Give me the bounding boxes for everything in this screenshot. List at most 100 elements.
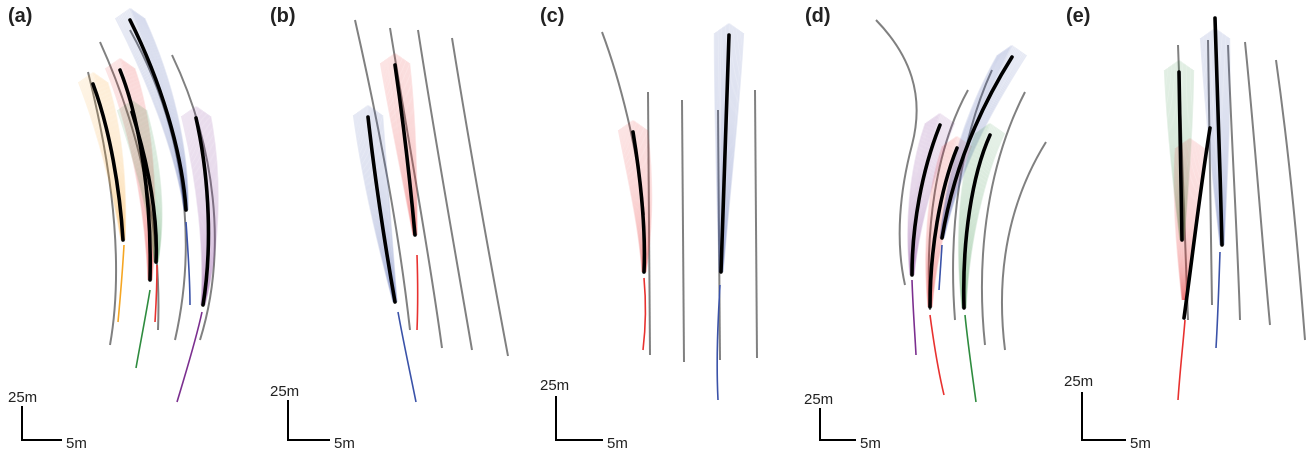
purple-future: [911, 279, 917, 356]
blue-sample-trajectory: [143, 17, 189, 211]
lane-line: [87, 71, 118, 346]
blue-sample-trajectory: [721, 28, 738, 273]
red-sample-trajectory: [382, 60, 415, 236]
blue-sample-trajectory: [942, 49, 1021, 239]
blue-sample-trajectory: [1202, 36, 1222, 246]
red-sample-trajectory: [1184, 142, 1197, 301]
green-sample-trajectory: [1166, 68, 1182, 241]
sample-trajectories: [907, 45, 1028, 309]
red-gt: [1182, 126, 1212, 320]
panel-b: (b): [270, 5, 509, 403]
red-gt: [928, 146, 959, 309]
orange-sample-trajectory: [77, 81, 122, 241]
red-sample-trajectory: [925, 145, 944, 308]
green-sample-trajectory: [964, 127, 999, 309]
green-sample-trajectory: [141, 106, 161, 263]
orange-sample-trajectory: [83, 77, 123, 241]
orange-sample-trajectory: [84, 76, 123, 241]
blue-sample-trajectory: [940, 50, 1004, 239]
future-trajectories: [911, 244, 977, 403]
orange-sample-trajectory: [79, 80, 123, 241]
green-sample-trajectory: [1167, 67, 1182, 241]
blue-sample-trajectory: [140, 15, 189, 211]
green-sample-trajectory: [118, 108, 156, 263]
ground-truth: [91, 18, 211, 307]
red-sample-trajectory: [129, 64, 154, 281]
purple-sample-trajectory: [203, 112, 215, 306]
lane-line: [1227, 44, 1241, 321]
red-sample-trajectory: [110, 63, 150, 281]
green-sample-trajectory: [957, 132, 977, 309]
sample-trajectories: [352, 53, 418, 303]
red-sample-trajectory: [386, 58, 415, 236]
lane-line: [1207, 39, 1213, 306]
purple-sample-trajectory: [204, 115, 219, 306]
green-sample-trajectory: [1182, 66, 1189, 241]
red-sample-trajectory: [132, 66, 156, 281]
green-sample-trajectory: [959, 129, 981, 309]
red-future: [929, 314, 945, 396]
red-sample-trajectory: [1184, 145, 1202, 301]
purple-sample-trajectory: [186, 112, 205, 306]
green-sample-trajectory: [1165, 69, 1182, 241]
scale-label-horizontal: 5m: [66, 435, 87, 452]
blue-sample-trajectory: [721, 30, 741, 273]
blue-sample-trajectory: [942, 50, 1022, 239]
purple-gt: [910, 123, 942, 277]
green-sample-trajectory: [145, 109, 163, 263]
green-sample-trajectory: [1169, 66, 1182, 241]
blue-sample-trajectory: [942, 51, 1023, 239]
red-sample-trajectory: [126, 62, 153, 281]
green-sample-trajectory: [960, 128, 982, 309]
blue-sample-trajectory: [939, 53, 1000, 239]
ground-truth: [631, 33, 731, 274]
scale-label-horizontal: 5m: [607, 435, 628, 452]
red-future: [642, 277, 647, 351]
purple-gt: [194, 116, 211, 307]
blue-sample-trajectory: [717, 30, 721, 273]
blue-sample-trajectory: [378, 113, 398, 303]
red-sample-trajectory: [403, 59, 417, 236]
blue-future: [716, 284, 721, 401]
purple-sample-trajectory: [909, 118, 932, 276]
blue-future: [397, 311, 417, 403]
green-sample-trajectory: [964, 131, 1004, 309]
scale-bar-e: 25m 5m: [1064, 373, 1151, 452]
scale-label-horizontal: 5m: [860, 435, 881, 452]
future-trajectories: [642, 277, 721, 401]
red-sample-trajectory: [927, 141, 951, 308]
blue-sample-trajectory: [939, 52, 1001, 239]
blue-gt: [1213, 16, 1224, 247]
blue-sample-trajectory: [1222, 35, 1227, 246]
blue-sample-trajectory: [356, 112, 395, 303]
red-sample-trajectory: [1183, 139, 1193, 301]
scale-label-vertical: 25m: [1064, 373, 1093, 390]
red-sample-trajectory: [128, 63, 154, 281]
lane-line: [171, 54, 216, 341]
blue-sample-trajectory: [117, 15, 186, 211]
scale-label-horizontal: 5m: [334, 435, 355, 452]
purple-sample-trajectory: [184, 112, 205, 306]
purple-sample-trajectory: [907, 122, 927, 276]
blue-sample-trajectory: [139, 14, 189, 211]
blue-sample-trajectory: [359, 110, 395, 303]
blue-sample-trajectory: [114, 17, 185, 211]
green-sample-trajectory: [960, 127, 984, 309]
green-sample-trajectory: [1182, 69, 1193, 241]
green-gt: [130, 110, 159, 264]
purple-sample-trajectory: [912, 117, 949, 276]
red-sample-trajectory: [1183, 138, 1192, 301]
orange-sample-trajectory: [106, 81, 127, 241]
blue-sample-trajectory: [939, 54, 999, 239]
green-sample-trajectory: [1182, 65, 1188, 241]
panel-e: (e): [1066, 5, 1306, 401]
blue-sample-trajectory: [381, 114, 398, 303]
scale-label-vertical: 25m: [270, 383, 299, 400]
orange-sample-trajectory: [80, 79, 123, 241]
scale-bar-c: 25m 5m: [540, 377, 628, 452]
red-sample-trajectory: [643, 128, 651, 273]
red-future: [416, 254, 419, 331]
purple-sample-trajectory: [912, 120, 953, 276]
lane-line: [681, 99, 685, 363]
red-sample-trajectory: [623, 126, 644, 273]
